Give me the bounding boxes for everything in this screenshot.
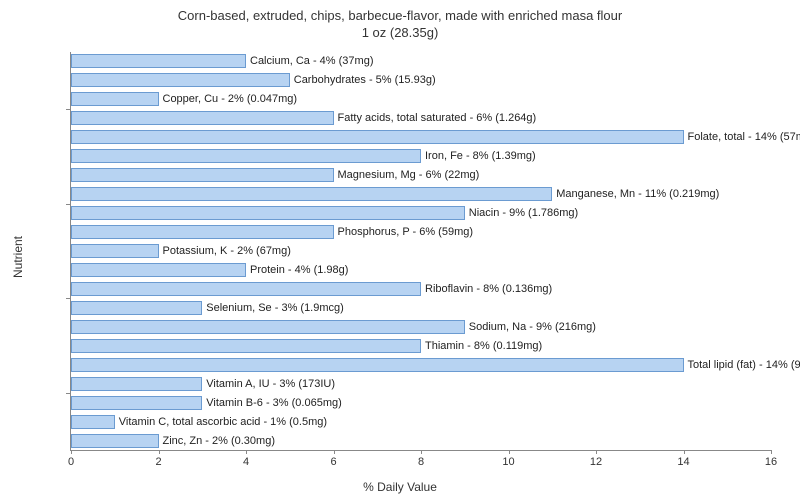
y-tick-mark — [66, 393, 71, 394]
x-tick-label: 16 — [765, 456, 777, 468]
plot-area: Calcium, Ca - 4% (37mg) Carbohydrates - 5… — [70, 52, 771, 451]
title-line-1: Corn-based, extruded, chips, barbecue-fl… — [178, 8, 622, 23]
nutrient-chart: Corn-based, extruded, chips, barbecue-fl… — [0, 0, 800, 500]
x-tick-label: 12 — [590, 456, 602, 468]
nutrient-bar — [71, 54, 246, 68]
nutrient-bar — [71, 282, 421, 296]
y-axis-label: Nutrient — [11, 236, 25, 278]
nutrient-bar — [71, 415, 115, 429]
title-line-2: 1 oz (28.35g) — [362, 25, 439, 40]
nutrient-bar-label: Potassium, K - 2% (67mg) — [163, 245, 291, 257]
nutrient-bar-label: Copper, Cu - 2% (0.047mg) — [163, 93, 298, 105]
x-tick-label: 6 — [330, 456, 336, 468]
bar-row: Manganese, Mn - 11% (0.219mg) — [71, 187, 719, 201]
x-tick-label: 8 — [418, 456, 424, 468]
bar-row: Selenium, Se - 3% (1.9mcg) — [71, 301, 344, 315]
bar-row: Niacin - 9% (1.786mg) — [71, 206, 578, 220]
x-tick-mark — [509, 450, 510, 454]
nutrient-bar-label: Selenium, Se - 3% (1.9mcg) — [206, 302, 344, 314]
nutrient-bar — [71, 225, 334, 239]
nutrient-bar — [71, 187, 552, 201]
nutrient-bar-label: Iron, Fe - 8% (1.39mg) — [425, 150, 536, 162]
nutrient-bar — [71, 263, 246, 277]
y-tick-mark — [66, 109, 71, 110]
bar-row: Vitamin A, IU - 3% (173IU) — [71, 377, 335, 391]
chart-title: Corn-based, extruded, chips, barbecue-fl… — [0, 0, 800, 42]
nutrient-bar-label: Vitamin A, IU - 3% (173IU) — [206, 378, 335, 390]
nutrient-bar — [71, 130, 684, 144]
nutrient-bar-label: Protein - 4% (1.98g) — [250, 264, 348, 276]
bar-row: Folate, total - 14% (57mcg) — [71, 130, 800, 144]
nutrient-bar-label: Phosphorus, P - 6% (59mg) — [338, 226, 474, 238]
nutrient-bar-label: Magnesium, Mg - 6% (22mg) — [338, 169, 480, 181]
nutrient-bar-label: Niacin - 9% (1.786mg) — [469, 207, 578, 219]
nutrient-bar-label: Fatty acids, total saturated - 6% (1.264… — [338, 112, 537, 124]
bar-row: Fatty acids, total saturated - 6% (1.264… — [71, 111, 536, 125]
x-tick-mark — [246, 450, 247, 454]
nutrient-bar-label: Calcium, Ca - 4% (37mg) — [250, 55, 373, 67]
x-tick-mark — [334, 450, 335, 454]
x-tick-label: 2 — [155, 456, 161, 468]
bar-row: Calcium, Ca - 4% (37mg) — [71, 54, 373, 68]
bar-row: Protein - 4% (1.98g) — [71, 263, 348, 277]
nutrient-bar — [71, 377, 202, 391]
bar-row: Thiamin - 8% (0.119mg) — [71, 339, 542, 353]
nutrient-bar-label: Vitamin C, total ascorbic acid - 1% (0.5… — [119, 416, 327, 428]
bar-row: Potassium, K - 2% (67mg) — [71, 244, 291, 258]
nutrient-bar — [71, 92, 159, 106]
nutrient-bar-label: Zinc, Zn - 2% (0.30mg) — [163, 435, 275, 447]
x-tick-mark — [596, 450, 597, 454]
nutrient-bar — [71, 149, 421, 163]
x-tick-mark — [159, 450, 160, 454]
nutrient-bar — [71, 339, 421, 353]
bar-row: Vitamin B-6 - 3% (0.065mg) — [71, 396, 342, 410]
nutrient-bar-label: Sodium, Na - 9% (216mg) — [469, 321, 596, 333]
bar-row: Vitamin C, total ascorbic acid - 1% (0.5… — [71, 415, 327, 429]
nutrient-bar-label: Manganese, Mn - 11% (0.219mg) — [556, 188, 719, 200]
bar-row: Sodium, Na - 9% (216mg) — [71, 320, 596, 334]
y-tick-mark — [66, 204, 71, 205]
bar-row: Total lipid (fat) - 14% (9.27g) — [71, 358, 800, 372]
x-tick-label: 4 — [243, 456, 249, 468]
nutrient-bar — [71, 434, 159, 448]
bar-row: Riboflavin - 8% (0.136mg) — [71, 282, 552, 296]
nutrient-bar — [71, 320, 465, 334]
x-tick-mark — [421, 450, 422, 454]
bar-row: Copper, Cu - 2% (0.047mg) — [71, 92, 297, 106]
x-tick-mark — [771, 450, 772, 454]
bar-row: Magnesium, Mg - 6% (22mg) — [71, 168, 479, 182]
nutrient-bar-label: Riboflavin - 8% (0.136mg) — [425, 283, 552, 295]
nutrient-bar — [71, 206, 465, 220]
x-tick-mark — [71, 450, 72, 454]
bar-row: Carbohydrates - 5% (15.93g) — [71, 73, 436, 87]
bar-row: Zinc, Zn - 2% (0.30mg) — [71, 434, 275, 448]
nutrient-bar — [71, 301, 202, 315]
x-axis-label: % Daily Value — [363, 480, 437, 494]
nutrient-bar-label: Folate, total - 14% (57mcg) — [688, 131, 800, 143]
nutrient-bar — [71, 244, 159, 258]
nutrient-bar-label: Thiamin - 8% (0.119mg) — [425, 340, 542, 352]
nutrient-bar — [71, 73, 290, 87]
nutrient-bar — [71, 111, 334, 125]
bar-row: Phosphorus, P - 6% (59mg) — [71, 225, 473, 239]
nutrient-bar-label: Carbohydrates - 5% (15.93g) — [294, 74, 436, 86]
x-tick-label: 0 — [68, 456, 74, 468]
x-tick-label: 14 — [677, 456, 689, 468]
y-tick-mark — [66, 298, 71, 299]
bar-row: Iron, Fe - 8% (1.39mg) — [71, 149, 536, 163]
nutrient-bar — [71, 358, 684, 372]
x-tick-label: 10 — [502, 456, 514, 468]
nutrient-bar-label: Total lipid (fat) - 14% (9.27g) — [688, 359, 800, 371]
nutrient-bar — [71, 168, 334, 182]
x-tick-mark — [684, 450, 685, 454]
nutrient-bar-label: Vitamin B-6 - 3% (0.065mg) — [206, 397, 342, 409]
nutrient-bar — [71, 396, 202, 410]
